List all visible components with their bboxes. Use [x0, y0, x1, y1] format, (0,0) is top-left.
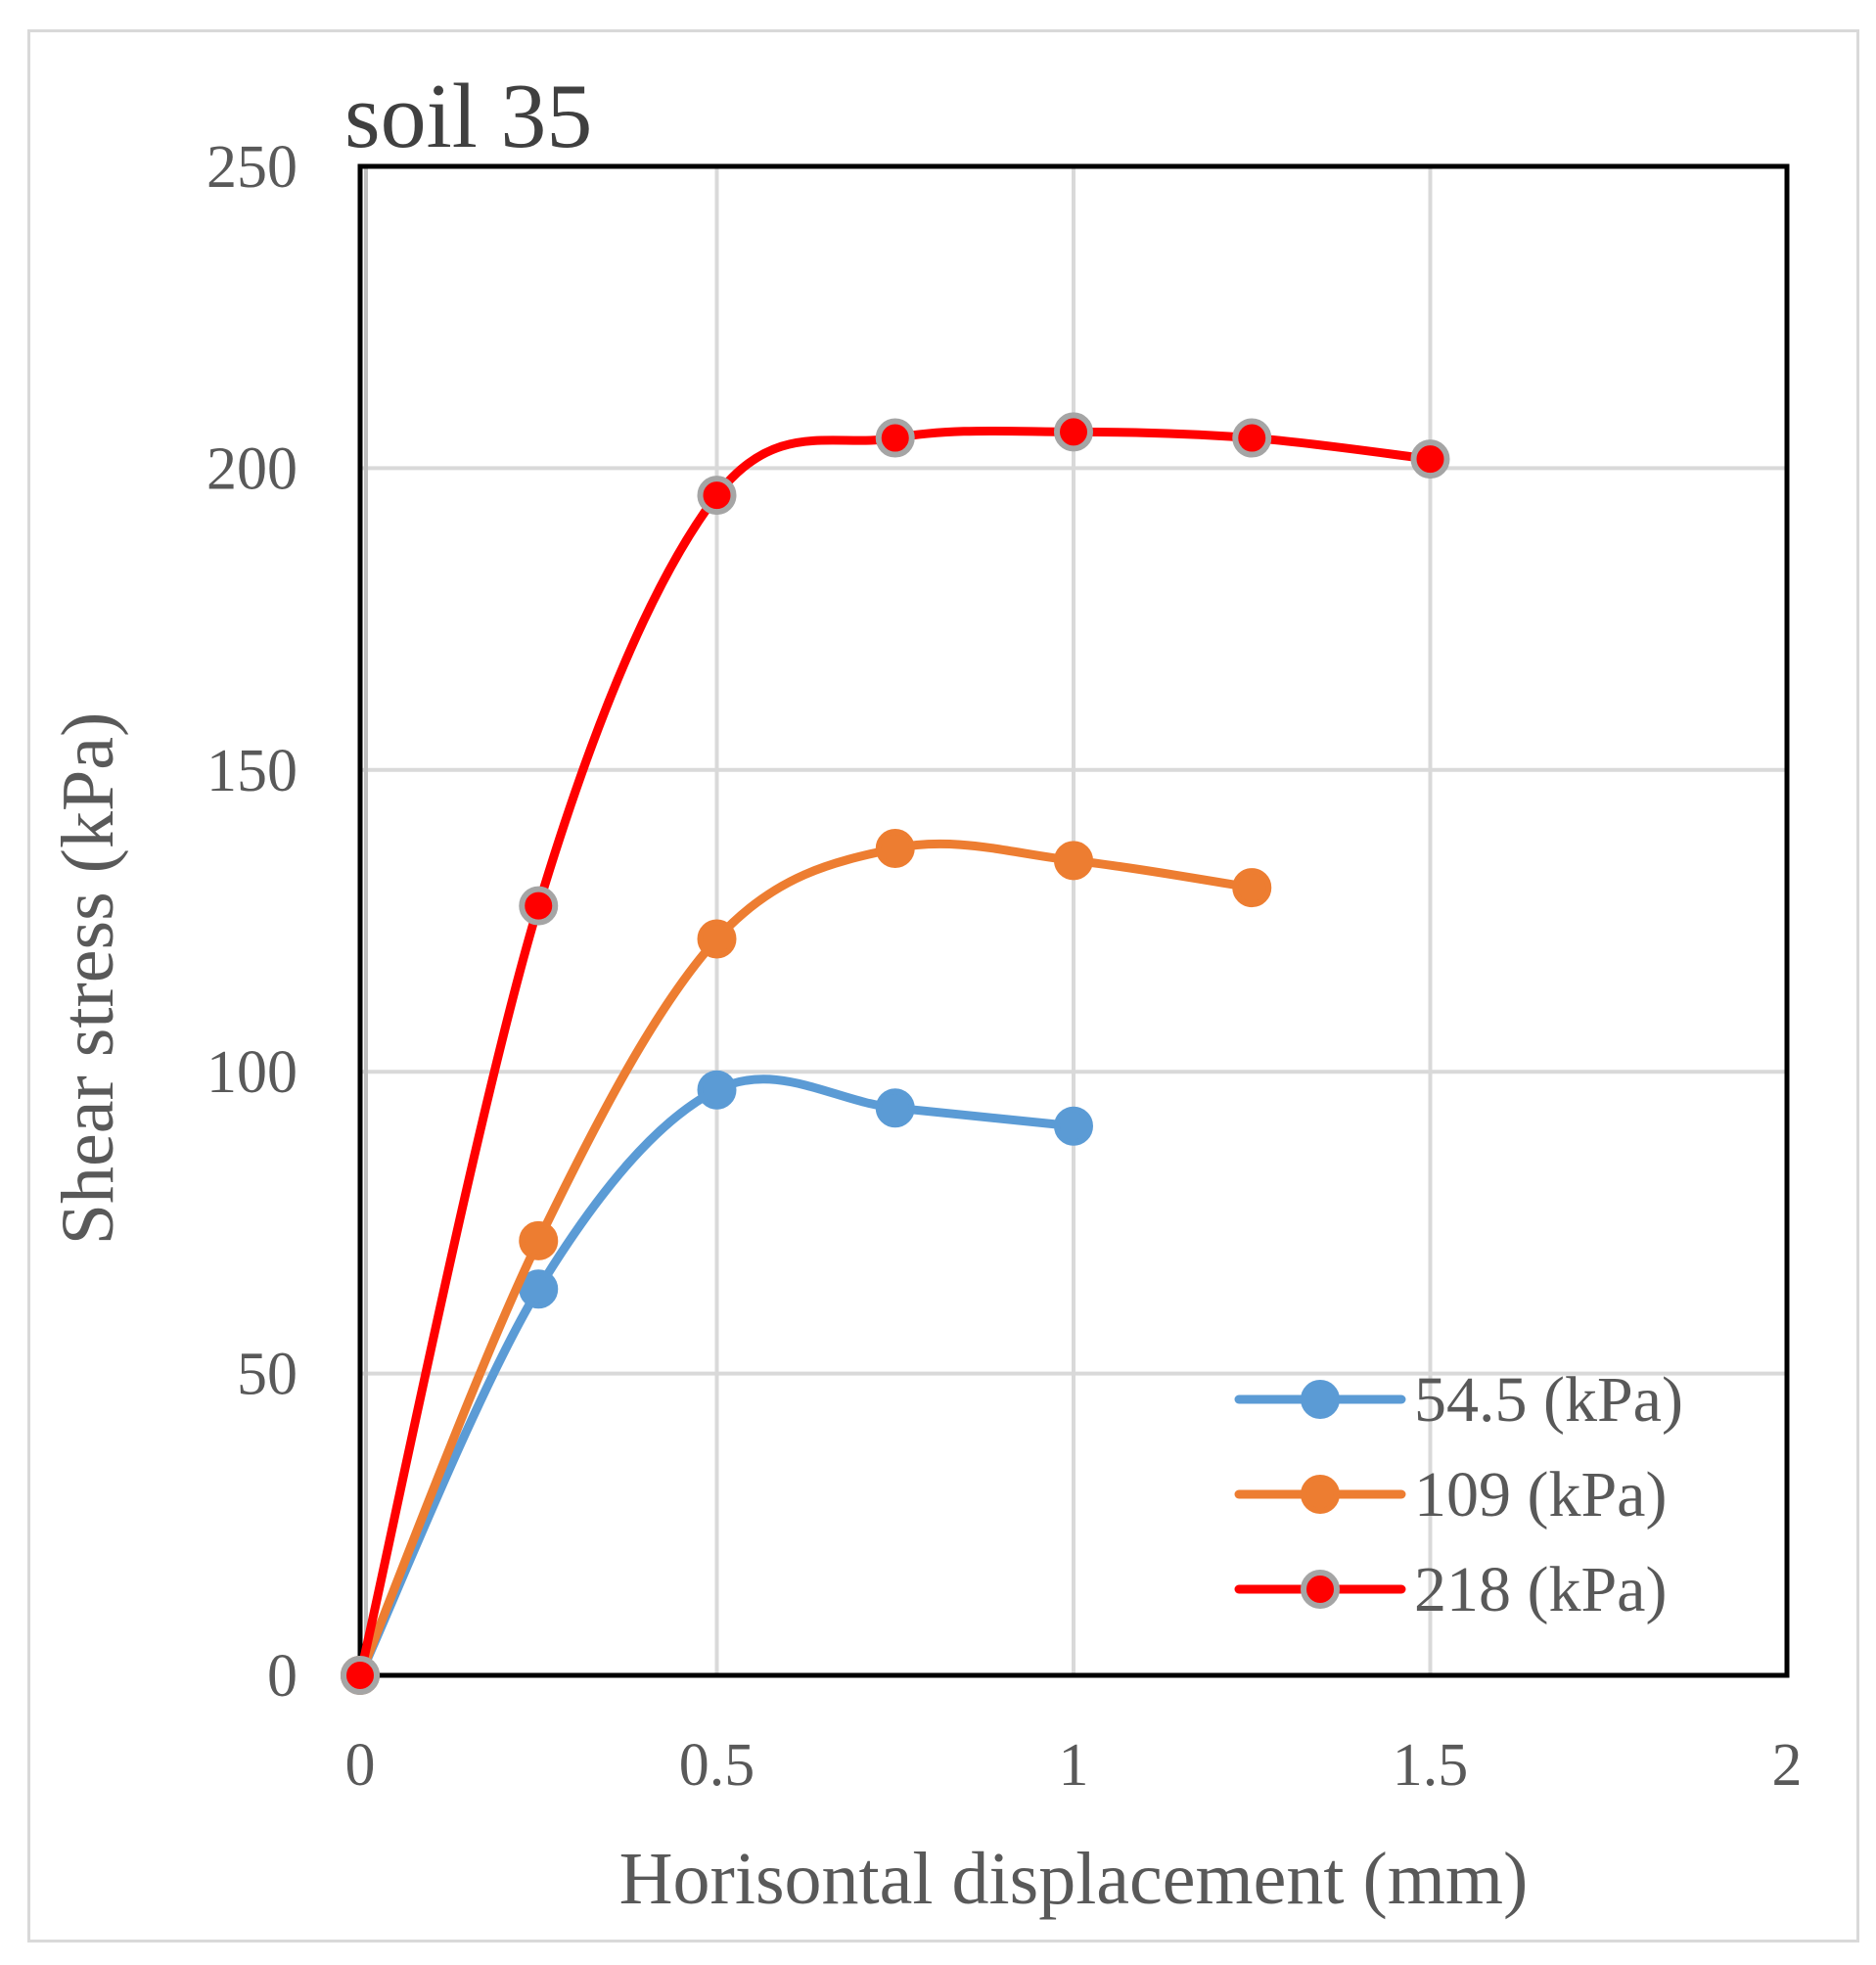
data-point	[519, 886, 559, 926]
legend: 54.5 (kPa) 109 (kPa) 218 (kPa)	[1234, 1364, 1683, 1625]
y-axis-title: Shear stress (kPa)	[47, 712, 129, 1246]
data-point	[697, 919, 737, 959]
legend-swatch-marker	[1301, 1475, 1340, 1514]
x-tick-label: 0.5	[679, 1732, 755, 1799]
legend-item: 218 (kPa)	[1234, 1554, 1667, 1625]
data-point	[697, 1070, 737, 1110]
x-tick-label: 1	[1059, 1732, 1089, 1799]
legend-swatch-marker	[1301, 1570, 1340, 1609]
series-line	[355, 426, 1435, 1680]
data-point	[875, 418, 915, 458]
y-tick-label: 0	[267, 1643, 297, 1710]
x-tick-label: 0	[345, 1732, 376, 1799]
plot-area-border	[357, 163, 1790, 1678]
series-layer	[341, 412, 1450, 1695]
data-point	[875, 1088, 915, 1128]
legend-item: 54.5 (kPa)	[1234, 1364, 1683, 1436]
data-point	[875, 828, 915, 868]
series-line	[355, 1074, 1078, 1680]
data-point	[1232, 868, 1272, 908]
x-tick-label: 2	[1772, 1732, 1803, 1799]
chart-title: soil 35	[344, 66, 592, 167]
x-axis-ticks: 0 0.5 1 1.5 2	[345, 1732, 1803, 1799]
y-tick-label: 150	[206, 738, 297, 804]
data-point	[1410, 439, 1450, 480]
legend-label: 109 (kPa)	[1414, 1459, 1667, 1531]
x-axis-title: Horisontal displacement (mm)	[619, 1838, 1529, 1920]
legend-label: 54.5 (kPa)	[1414, 1364, 1683, 1436]
series-1	[341, 828, 1272, 1695]
data-point	[341, 1656, 380, 1695]
data-point	[519, 1269, 559, 1309]
data-point	[697, 476, 737, 516]
data-point	[1054, 841, 1093, 881]
data-point	[1054, 412, 1093, 452]
legend-swatch-marker	[1301, 1380, 1340, 1419]
y-axis-ticks: 0 50 100 150 200 250	[206, 134, 297, 1710]
x-tick-label: 1.5	[1393, 1732, 1469, 1799]
chart-frame	[27, 29, 1859, 1942]
data-point	[519, 1220, 559, 1260]
data-point	[1232, 418, 1272, 458]
y-tick-label: 50	[237, 1342, 297, 1408]
y-tick-label: 250	[206, 134, 297, 201]
grid	[360, 166, 1787, 1675]
legend-label: 218 (kPa)	[1414, 1554, 1667, 1625]
series-line	[355, 839, 1257, 1680]
series-2	[341, 412, 1450, 1695]
data-point	[1054, 1106, 1093, 1146]
y-tick-label: 100	[206, 1039, 297, 1106]
legend-item: 109 (kPa)	[1234, 1459, 1667, 1531]
y-tick-label: 200	[206, 435, 297, 502]
